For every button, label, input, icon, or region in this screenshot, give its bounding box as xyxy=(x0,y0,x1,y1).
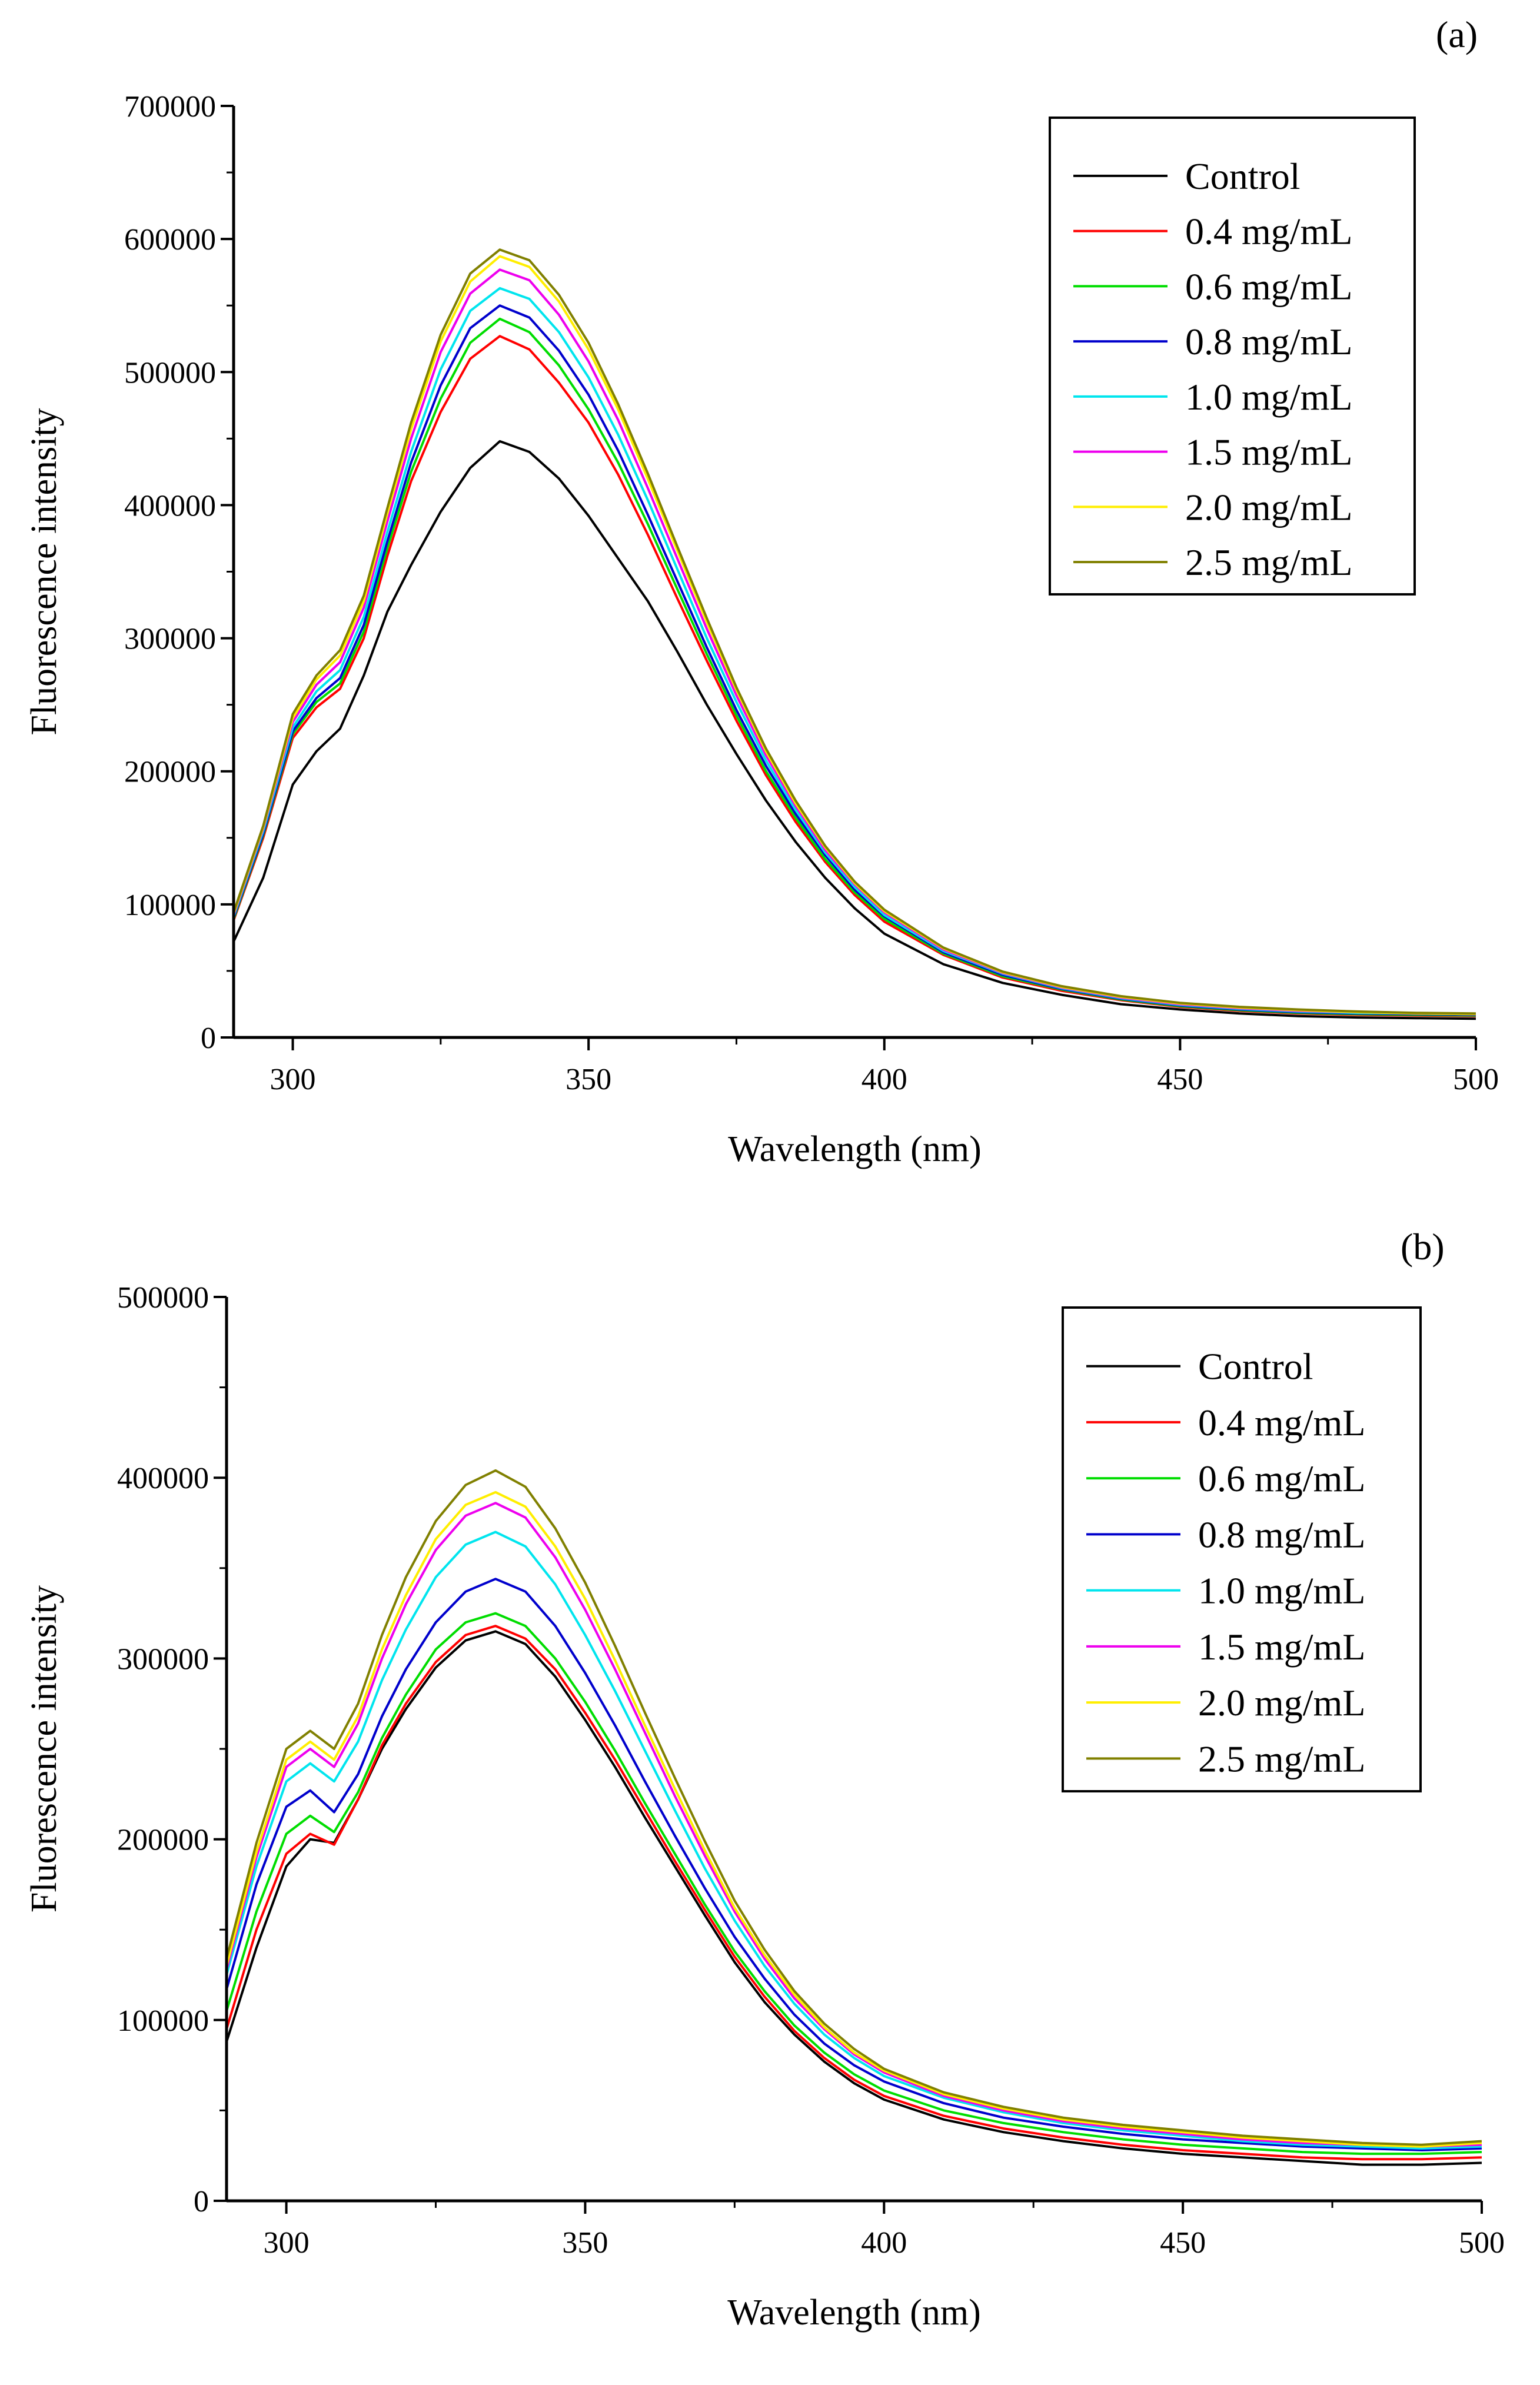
legend-label-4: 1.0 mg/mL xyxy=(1185,376,1352,418)
x-tick-label: 350 xyxy=(566,1063,611,1096)
panel-label: (a) xyxy=(1436,14,1478,55)
series-line-7 xyxy=(234,248,1476,1015)
series-line-7 xyxy=(227,1469,1482,2146)
legend-label-1: 0.4 mg/mL xyxy=(1185,211,1352,252)
y-axis-title: Fluorescence intensity xyxy=(24,1585,64,1912)
x-tick-label: 450 xyxy=(1157,1063,1203,1096)
x-tick-label: 500 xyxy=(1453,1063,1499,1096)
x-axis-title: Wavelength (nm) xyxy=(727,2293,981,2333)
x-tick-label: 400 xyxy=(861,2226,907,2260)
series-line-4 xyxy=(227,1531,1482,2150)
series-group xyxy=(234,248,1476,1020)
legend-label-5: 1.5 mg/mL xyxy=(1185,431,1352,473)
x-axis-title: Wavelength (nm) xyxy=(728,1129,982,1169)
y-axis-title: Fluorescence intensity xyxy=(24,408,64,735)
legend-label-7: 2.5 mg/mL xyxy=(1198,1738,1365,1779)
legend-label-7: 2.5 mg/mL xyxy=(1185,541,1352,583)
legend-label-0: Control xyxy=(1185,155,1300,197)
series-line-6 xyxy=(227,1491,1482,2148)
y-tick-label: 200000 xyxy=(124,756,216,789)
legend-label-3: 0.8 mg/mL xyxy=(1198,1514,1365,1555)
series-line-2 xyxy=(227,1612,1482,2156)
legend-label-2: 0.6 mg/mL xyxy=(1185,265,1352,307)
y-tick-label: 100000 xyxy=(117,2004,209,2038)
y-tick-label: 400000 xyxy=(117,1462,209,1495)
y-tick-label: 500000 xyxy=(117,1281,209,1315)
legend-label-1: 0.4 mg/mL xyxy=(1198,1402,1365,1443)
y-tick-label: 300000 xyxy=(117,1642,209,1676)
legend-label-6: 2.0 mg/mL xyxy=(1185,486,1352,528)
series-line-0 xyxy=(234,440,1476,1020)
legend-box xyxy=(1049,117,1416,596)
panel-b: (b) 0 100000 200000 300000 400000 500000 300 350… xyxy=(24,1226,1505,2333)
y-tick-label: 100000 xyxy=(124,889,216,922)
y-tick-label: 400000 xyxy=(124,489,216,523)
panel-a: (a) 0 100000 200000 300000 400000 500000 600000… xyxy=(24,14,1499,1169)
x-tick-label: 350 xyxy=(562,2226,608,2260)
series-line-3 xyxy=(227,1578,1482,2151)
legend-label-3: 0.8 mg/mL xyxy=(1185,321,1352,362)
legend-label-5: 1.5 mg/mL xyxy=(1198,1626,1365,1668)
legend-label-4: 1.0 mg/mL xyxy=(1198,1570,1365,1612)
y-tick-label: 0 xyxy=(201,1022,216,1055)
y-tick-label: 200000 xyxy=(117,1824,209,1857)
y-tick-label: 700000 xyxy=(124,90,216,124)
panel-label: (b) xyxy=(1401,1226,1445,1268)
y-tick-label: 0 xyxy=(194,2185,209,2218)
x-tick-label: 400 xyxy=(862,1063,907,1096)
series-line-1 xyxy=(227,1625,1482,2161)
x-tick-label: 450 xyxy=(1160,2226,1206,2260)
legend-label-0: Control xyxy=(1198,1346,1313,1388)
y-tick-label: 500000 xyxy=(124,356,216,390)
legend-box xyxy=(1062,1306,1422,1792)
x-tick-label: 300 xyxy=(264,2226,310,2260)
legend-label-2: 0.6 mg/mL xyxy=(1198,1458,1365,1499)
y-tick-label: 300000 xyxy=(124,623,216,656)
x-tick-label: 500 xyxy=(1459,2226,1505,2260)
series-line-5 xyxy=(227,1502,1482,2148)
legend-label-6: 2.0 mg/mL xyxy=(1198,1682,1365,1724)
x-tick-label: 300 xyxy=(270,1063,316,1096)
y-tick-label: 600000 xyxy=(124,223,216,257)
series-group xyxy=(227,1469,1482,2166)
